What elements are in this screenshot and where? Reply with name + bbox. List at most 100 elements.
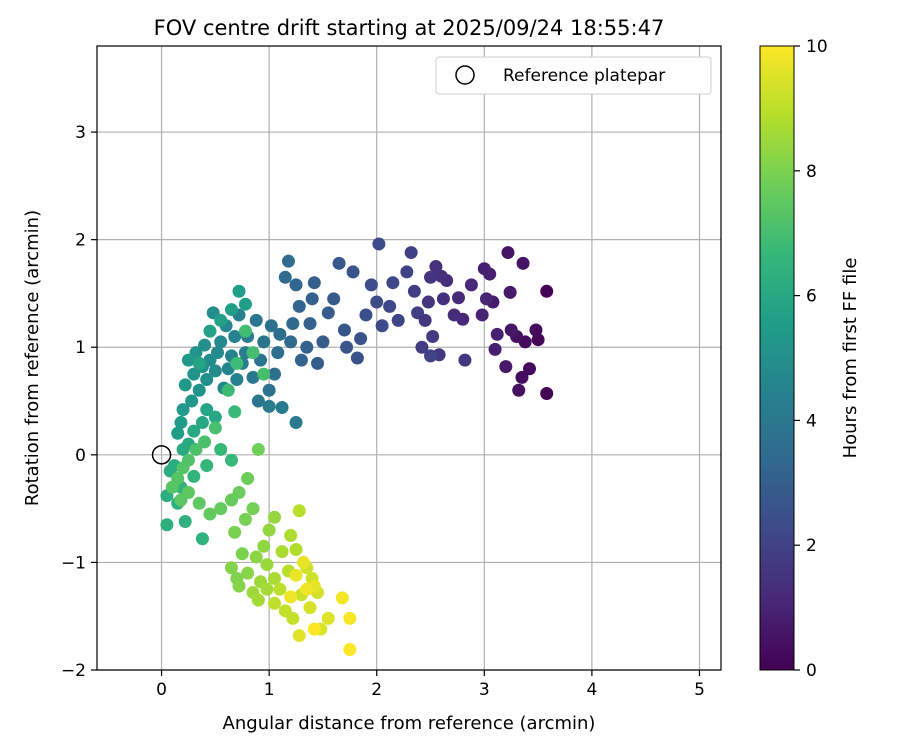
- data-point: [451, 291, 465, 305]
- legend-label: Reference platepar: [503, 66, 665, 86]
- data-point: [343, 611, 357, 625]
- data-point: [303, 317, 317, 331]
- data-point: [178, 515, 192, 529]
- x-tick-label: 0: [156, 680, 167, 700]
- data-point: [477, 262, 491, 276]
- data-point: [531, 333, 545, 347]
- data-point: [200, 459, 214, 473]
- data-points: [160, 237, 554, 657]
- data-point: [335, 591, 349, 605]
- data-point: [203, 324, 217, 338]
- data-point: [278, 270, 292, 284]
- x-tick-label: 5: [694, 680, 705, 700]
- data-point: [268, 367, 282, 381]
- data-point: [490, 327, 504, 341]
- data-point: [208, 421, 222, 435]
- data-point: [282, 254, 296, 268]
- data-point: [316, 335, 330, 349]
- data-point: [289, 278, 303, 292]
- data-point: [232, 284, 246, 298]
- data-point: [275, 400, 289, 414]
- data-point: [515, 370, 529, 384]
- data-point: [251, 394, 265, 408]
- data-point: [286, 611, 300, 625]
- data-point: [292, 299, 306, 313]
- data-point: [297, 555, 311, 569]
- y-tick-label: 1: [75, 338, 86, 358]
- data-point: [268, 572, 282, 586]
- data-point: [228, 329, 242, 343]
- data-point: [346, 265, 360, 279]
- data-point: [260, 582, 274, 596]
- colorbar-tick-label: 8: [806, 162, 817, 182]
- data-point: [343, 643, 357, 657]
- data-point: [391, 313, 405, 327]
- data-point: [292, 629, 306, 643]
- data-point: [176, 403, 190, 417]
- colorbar: [759, 45, 795, 671]
- data-point: [187, 469, 201, 483]
- data-point: [214, 502, 228, 516]
- data-point: [262, 383, 276, 397]
- data-point: [540, 284, 554, 298]
- data-point: [264, 319, 278, 333]
- data-point: [429, 260, 443, 274]
- data-point: [475, 308, 489, 322]
- data-point: [311, 356, 325, 370]
- data-point: [185, 394, 199, 408]
- colorbar-ticks: 0 2 4 6 8 10: [794, 37, 828, 681]
- data-point: [300, 582, 314, 596]
- data-point: [203, 507, 217, 521]
- data-point: [246, 346, 260, 360]
- data-point: [424, 349, 438, 363]
- y-tick-label: −1: [61, 553, 86, 573]
- data-point: [230, 373, 244, 387]
- x-axis-ticks: 0 1 2 3 4 5: [156, 670, 705, 700]
- data-point: [214, 335, 228, 349]
- data-point: [241, 566, 255, 580]
- data-point: [224, 303, 238, 317]
- data-point: [340, 340, 354, 354]
- data-point: [195, 416, 209, 430]
- data-point: [224, 453, 238, 467]
- x-axis-label: Angular distance from reference (arcmin): [223, 713, 596, 734]
- x-tick-label: 2: [371, 680, 382, 700]
- data-point: [321, 611, 335, 625]
- data-point: [160, 518, 174, 532]
- data-point: [415, 340, 429, 354]
- data-point: [262, 399, 276, 413]
- data-point: [232, 485, 246, 499]
- data-point: [200, 373, 214, 387]
- y-axis-ticks: −2 −1 0 1 2 3: [61, 123, 97, 681]
- data-point: [187, 367, 201, 381]
- data-point: [171, 426, 185, 440]
- data-point: [332, 256, 346, 270]
- data-point: [499, 360, 513, 374]
- data-point: [195, 532, 209, 546]
- legend-box: [435, 56, 712, 95]
- legend-marker-icon: [455, 65, 475, 85]
- data-point: [522, 362, 536, 376]
- data-point: [386, 276, 400, 290]
- x-tick-label: 4: [586, 680, 597, 700]
- data-point: [273, 327, 287, 341]
- data-point: [268, 596, 282, 610]
- data-point: [436, 292, 450, 306]
- data-point: [178, 378, 192, 392]
- data-point: [228, 405, 242, 419]
- data-point: [289, 543, 303, 557]
- y-tick-label: 2: [75, 231, 86, 251]
- data-point: [246, 370, 260, 384]
- data-point: [337, 323, 351, 337]
- data-point: [257, 539, 271, 553]
- colorbar-tick-label: 4: [806, 411, 817, 431]
- data-point: [364, 278, 378, 292]
- data-point: [246, 502, 260, 516]
- data-point: [176, 461, 190, 475]
- data-point: [426, 329, 440, 343]
- data-point: [503, 285, 517, 299]
- data-point: [370, 295, 384, 309]
- data-point: [488, 342, 502, 356]
